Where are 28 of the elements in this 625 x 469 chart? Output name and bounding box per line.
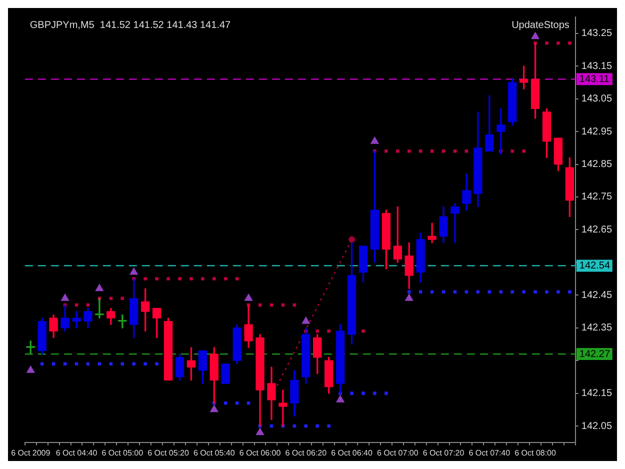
ref-line-label: 143.11 <box>579 74 610 85</box>
x-tick-label: 6 Oct 08:00 <box>514 448 556 458</box>
y-tick-label: 142.05 <box>581 420 612 432</box>
x-tick-label: 6 Oct 05:40 <box>193 448 236 458</box>
x-tick-label: 6 Oct 06:40 <box>331 448 373 458</box>
y-tick-label: 142.85 <box>581 159 612 170</box>
y-tick-label: 142.45 <box>581 290 612 301</box>
x-tick-label: 6 Oct 07:40 <box>468 448 511 458</box>
x-tick-label: 6 Oct 07:00 <box>376 448 419 458</box>
y-tick-label: 142.75 <box>581 192 612 203</box>
x-tick-label: 6 Oct 05:20 <box>148 448 190 458</box>
y-tick-label: 143.05 <box>581 94 612 105</box>
x-tick-label: 6 Oct 06:20 <box>285 448 328 458</box>
ref-line-label: 142.27 <box>579 348 610 360</box>
x-tick-label: 6 Oct 2009 <box>11 448 51 458</box>
y-tick-label: 142.65 <box>581 224 612 236</box>
x-tick-label: 6 Oct 04:40 <box>56 448 98 458</box>
x-tick-label: 6 Oct 07:20 <box>422 448 465 458</box>
chart-title: GBPJPYm,M5 141.52 141.52 141.43 141.47 <box>30 20 232 31</box>
y-tick-label: 142.95 <box>581 126 612 138</box>
y-tick-label: 143.25 <box>581 28 612 40</box>
y-tick-label: 142.15 <box>581 388 612 400</box>
x-tick-label: 6 Oct 05:00 <box>102 448 144 458</box>
y-tick-label: 143.15 <box>581 60 612 72</box>
ref-line-label: 142.54 <box>579 260 610 272</box>
annotation: UpdateStops <box>512 20 570 31</box>
y-tick-label: 142.35 <box>581 322 612 334</box>
x-tick-label: 6 Oct 06:00 <box>239 448 282 458</box>
